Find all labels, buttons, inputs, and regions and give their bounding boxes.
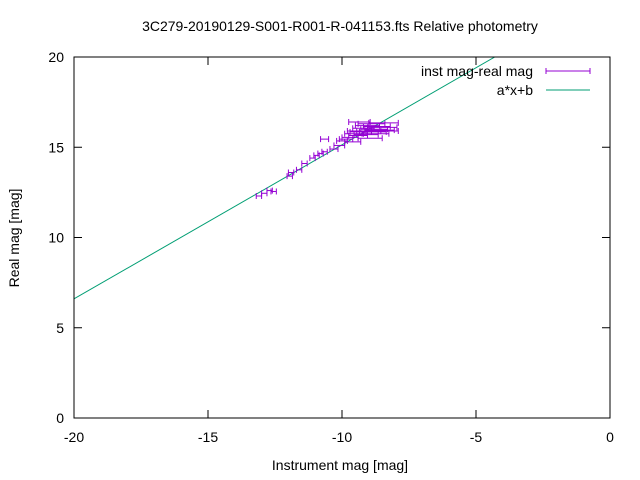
- x-tick-label: -10: [332, 429, 352, 445]
- data-point: [270, 188, 277, 195]
- data-point: [368, 119, 399, 126]
- data-point: [364, 127, 395, 134]
- y-tick-label: 15: [48, 139, 64, 155]
- fit-line: [74, 57, 496, 300]
- x-axis-label: Instrument mag [mag]: [272, 457, 408, 473]
- plot-border: [73, 56, 611, 419]
- axes: -20 -15 -10 -5 0 0 5 10 15 20: [48, 49, 614, 445]
- y-tick-label: 0: [56, 410, 64, 426]
- data-point: [266, 187, 273, 194]
- data-point: [287, 169, 295, 176]
- y-axis-label: Real mag [mag]: [6, 189, 22, 288]
- data-point: [357, 120, 386, 127]
- y-tick-label: 5: [56, 320, 64, 336]
- legend-label: inst mag-real mag: [421, 63, 533, 79]
- data-point: [370, 128, 399, 135]
- plot-clipped-group: [74, 57, 496, 300]
- legend-label: a*x+b: [497, 82, 533, 98]
- data-point: [353, 131, 379, 138]
- data-point: [321, 148, 328, 155]
- x-tick-label: -5: [470, 429, 483, 445]
- data-point: [344, 138, 362, 145]
- y-tick-label: 20: [48, 49, 64, 65]
- chart-title: 3C279-20190129-S001-R001-R-041153.fts Re…: [142, 18, 538, 34]
- data-point: [320, 136, 330, 143]
- data-point: [301, 160, 308, 167]
- x-tick-label: -15: [198, 429, 218, 445]
- data-point: [357, 135, 383, 142]
- x-tick-label: 0: [606, 429, 614, 445]
- data-point: [261, 190, 268, 197]
- data-point: [286, 173, 293, 180]
- y-tick-label: 10: [48, 230, 64, 246]
- x-tick-label: -20: [64, 429, 84, 445]
- data-point: [366, 124, 398, 131]
- legend: inst mag-real mag a*x+b: [421, 63, 591, 98]
- data-point: [329, 146, 339, 153]
- data-point: [361, 130, 390, 137]
- data-point: [295, 166, 303, 173]
- data-point: [333, 142, 346, 149]
- plot-area: [74, 57, 496, 300]
